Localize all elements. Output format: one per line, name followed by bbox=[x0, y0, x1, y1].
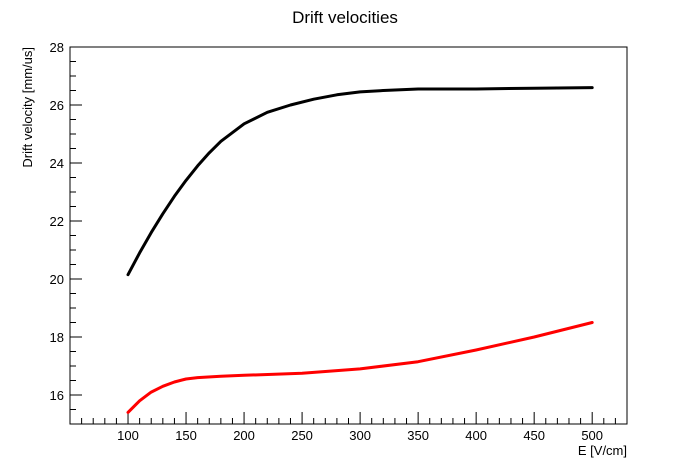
x-tick-label: 100 bbox=[117, 428, 139, 443]
axis-tick-labels: 100 150 200 250 300 350 400 450 500 16 18 20 22 24 26 2… bbox=[50, 40, 604, 443]
y-tick-label: 20 bbox=[50, 272, 64, 287]
y-tick-label: 16 bbox=[50, 388, 64, 403]
y-tick-label: 28 bbox=[50, 40, 64, 55]
data-series bbox=[126, 86, 594, 414]
x-tick-label: 400 bbox=[465, 428, 487, 443]
chart-title: Drift velocities bbox=[292, 8, 398, 27]
x-tick-label: 350 bbox=[407, 428, 429, 443]
y-tick-label: 22 bbox=[50, 214, 64, 229]
x-tick-label: 150 bbox=[175, 428, 197, 443]
series-line-black bbox=[126, 86, 594, 277]
x-tick-label: 500 bbox=[581, 428, 603, 443]
series-line-red bbox=[126, 321, 594, 414]
x-tick-label: 300 bbox=[349, 428, 371, 443]
y-tick-label: 18 bbox=[50, 330, 64, 345]
x-tick-label: 450 bbox=[523, 428, 545, 443]
axis-ticks bbox=[69, 46, 628, 425]
y-tick-label: 26 bbox=[50, 98, 64, 113]
x-tick-label: 250 bbox=[291, 428, 313, 443]
plot-frame bbox=[69, 46, 628, 425]
x-tick-label: 200 bbox=[233, 428, 255, 443]
y-tick-label: 24 bbox=[50, 156, 64, 171]
y-axis-title: Drift velocity [mm/us] bbox=[20, 47, 35, 168]
x-axis-title: E [V/cm] bbox=[578, 443, 627, 458]
